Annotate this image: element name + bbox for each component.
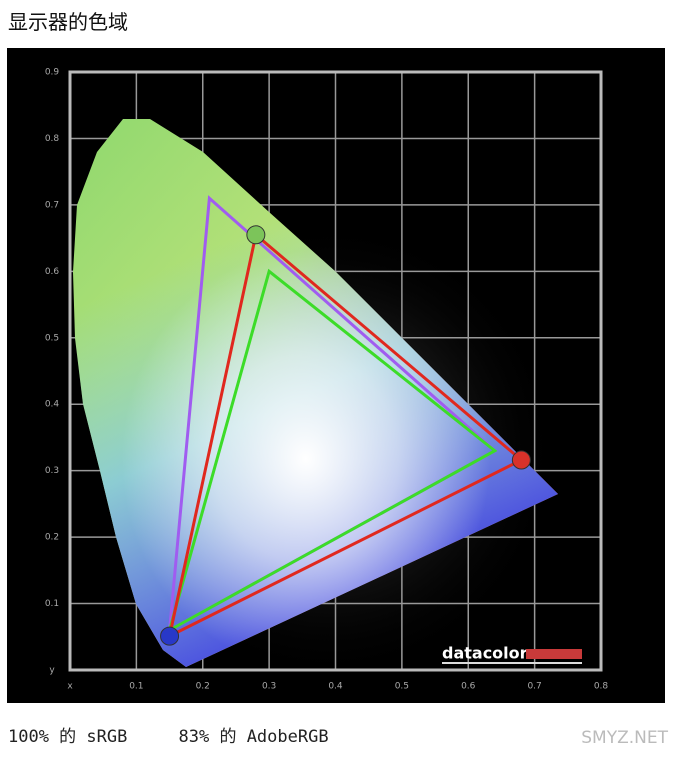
logo: datacolor [442, 644, 528, 663]
y-tick-label: 0.9 [45, 68, 60, 78]
x-tick-label: x [67, 682, 73, 692]
gamut-triangle [167, 268, 498, 634]
y-tick-label: 0.8 [45, 134, 60, 144]
y-tick-label: 0.1 [45, 599, 59, 609]
chart: x 0.1 0.2 0.3 0.4 0.5 0.6 0.7 0.8 y 0.1 0.2 0.3 0.4 0.… [7, 48, 665, 703]
white-point-glow [73, 119, 558, 667]
plot-frame [68, 70, 603, 672]
y-tick-label: 0.7 [45, 200, 59, 210]
x-tick-label: 0.5 [395, 682, 409, 692]
logo-bar [526, 649, 582, 659]
x-tick-label: 0.8 [594, 682, 609, 692]
y-tick-label: 0.3 [45, 466, 59, 476]
watermark: SMYZ.NET [581, 728, 668, 748]
x-tick-label: 0.2 [196, 682, 210, 692]
x-tick-label: 0.6 [461, 682, 476, 692]
y-tick-label: 0.6 [45, 267, 60, 277]
y-tick-label: 0.2 [45, 533, 59, 543]
x-tick-label: 0.1 [129, 682, 143, 692]
y-tick-label: y [49, 666, 55, 676]
logo-line [442, 662, 582, 664]
primary-marker [511, 450, 531, 470]
x-tick-label: 0.3 [262, 682, 276, 692]
y-tick-label: 0.5 [45, 333, 59, 343]
primary-marker [160, 626, 180, 646]
y-tick-label: 0.4 [45, 400, 60, 410]
gamut-triangle [167, 232, 525, 639]
caption: 100% 的 sRGB 83% 的 AdobeRGB [8, 727, 329, 747]
title: 显示器的色域 [8, 10, 128, 34]
x-tick-label: 0.4 [328, 682, 343, 692]
primary-marker [246, 225, 266, 245]
x-tick-label: 0.7 [527, 682, 541, 692]
